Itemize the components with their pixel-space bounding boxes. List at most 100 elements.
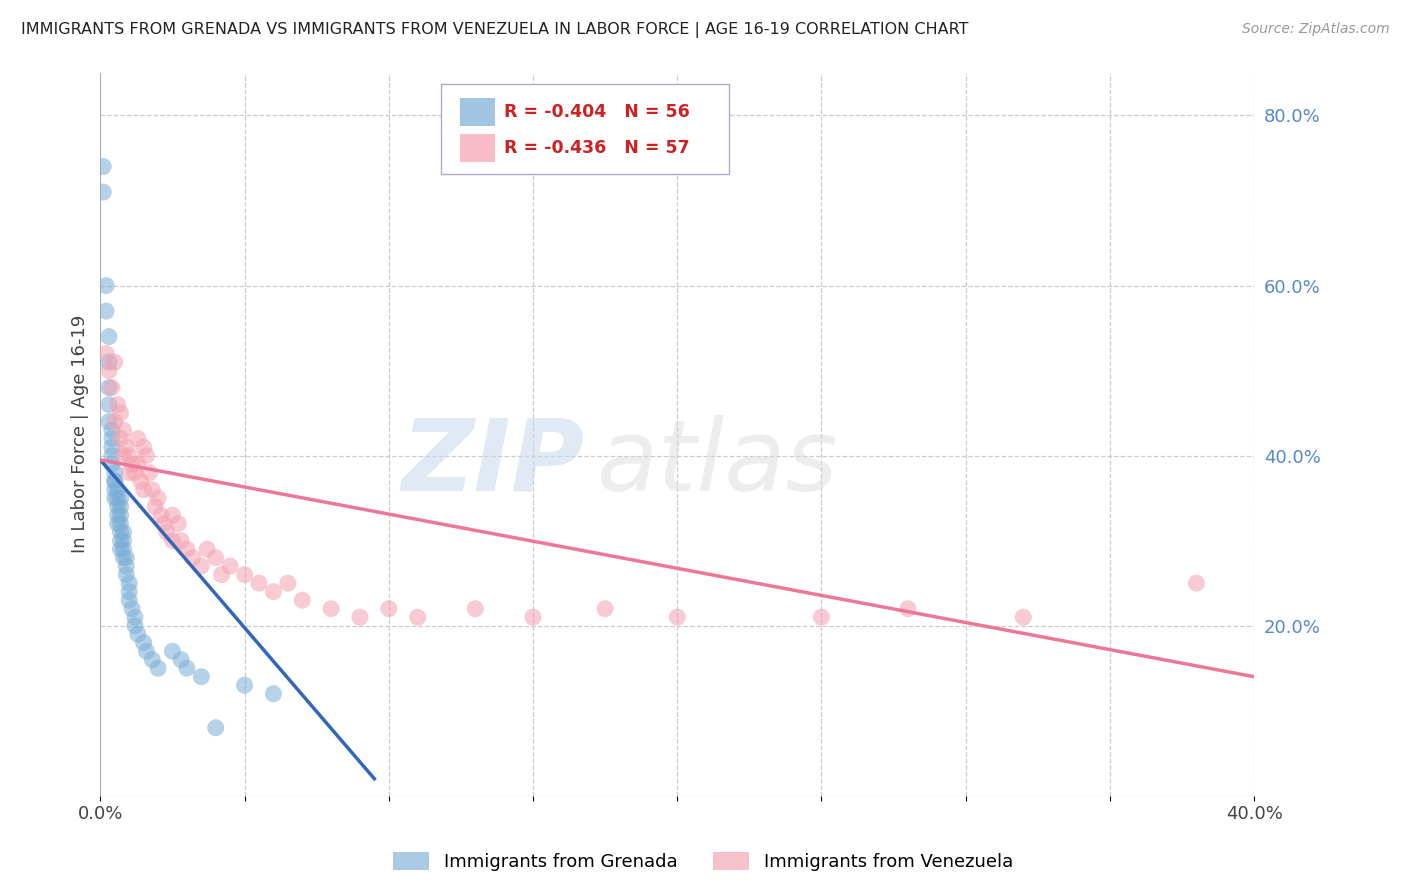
Point	[101, 432, 124, 446]
Point	[98, 381, 121, 395]
Point	[181, 550, 204, 565]
Point	[107, 483, 129, 497]
Point	[94, 278, 117, 293]
Point	[349, 610, 371, 624]
Point	[141, 483, 163, 497]
Point	[170, 653, 193, 667]
Text: ZIP: ZIP	[402, 415, 585, 512]
Point	[110, 406, 132, 420]
Point	[522, 610, 544, 624]
Text: IMMIGRANTS FROM GRENADA VS IMMIGRANTS FROM VENEZUELA IN LABOR FORCE | AGE 16-19 : IMMIGRANTS FROM GRENADA VS IMMIGRANTS FR…	[21, 22, 969, 38]
Point	[104, 415, 127, 429]
Point	[406, 610, 429, 624]
Point	[101, 449, 124, 463]
Point	[195, 542, 218, 557]
Point	[98, 398, 121, 412]
Point	[110, 525, 132, 540]
Point	[176, 542, 198, 557]
Point	[118, 584, 141, 599]
Point	[277, 576, 299, 591]
Point	[112, 449, 135, 463]
Legend: Immigrants from Grenada, Immigrants from Venezuela: Immigrants from Grenada, Immigrants from…	[385, 845, 1021, 879]
Point	[162, 644, 184, 658]
Point	[101, 440, 124, 454]
Point	[98, 329, 121, 343]
Point	[167, 516, 190, 531]
Point	[464, 601, 486, 615]
Point	[107, 398, 129, 412]
Point	[98, 355, 121, 369]
Point	[170, 533, 193, 548]
Point	[110, 500, 132, 514]
Point	[112, 533, 135, 548]
Point	[135, 644, 157, 658]
Point	[153, 516, 176, 531]
Point	[149, 508, 172, 523]
Point	[115, 440, 138, 454]
Point	[107, 516, 129, 531]
Point	[118, 466, 141, 480]
Point	[98, 363, 121, 377]
Point	[101, 423, 124, 437]
Point	[121, 601, 143, 615]
Point	[124, 610, 146, 624]
Point	[110, 533, 132, 548]
Point	[121, 457, 143, 471]
Point	[112, 550, 135, 565]
Point	[143, 500, 166, 514]
Point	[262, 687, 284, 701]
Point	[112, 423, 135, 437]
Point	[319, 601, 342, 615]
Text: R = -0.436   N = 57: R = -0.436 N = 57	[505, 139, 690, 157]
Point	[115, 567, 138, 582]
Point	[112, 542, 135, 557]
Point	[118, 449, 141, 463]
Text: Source: ZipAtlas.com: Source: ZipAtlas.com	[1241, 22, 1389, 37]
Point	[146, 661, 169, 675]
Text: atlas: atlas	[596, 415, 838, 512]
Point	[115, 550, 138, 565]
Text: R = -0.404   N = 56: R = -0.404 N = 56	[505, 103, 690, 121]
Point	[204, 721, 226, 735]
Point	[104, 483, 127, 497]
Point	[124, 618, 146, 632]
Point	[115, 559, 138, 574]
Point	[810, 610, 832, 624]
Point	[291, 593, 314, 607]
Point	[110, 508, 132, 523]
Point	[94, 304, 117, 318]
Point	[132, 483, 155, 497]
Point	[156, 525, 179, 540]
Point	[104, 474, 127, 488]
Point	[129, 474, 152, 488]
Point	[141, 653, 163, 667]
Point	[101, 381, 124, 395]
Point	[98, 415, 121, 429]
Point	[1012, 610, 1035, 624]
FancyBboxPatch shape	[440, 84, 730, 174]
Point	[124, 466, 146, 480]
Point	[104, 474, 127, 488]
Point	[110, 491, 132, 505]
Point	[1185, 576, 1208, 591]
Point	[666, 610, 689, 624]
Point	[127, 627, 149, 641]
Point	[127, 457, 149, 471]
Point	[94, 346, 117, 360]
Point	[593, 601, 616, 615]
Point	[101, 457, 124, 471]
Point	[233, 567, 256, 582]
Point	[190, 559, 212, 574]
Point	[219, 559, 242, 574]
Point	[262, 584, 284, 599]
Point	[107, 491, 129, 505]
Point	[91, 185, 114, 199]
Y-axis label: In Labor Force | Age 16-19: In Labor Force | Age 16-19	[72, 315, 89, 554]
Point	[190, 670, 212, 684]
Point	[110, 542, 132, 557]
Point	[118, 576, 141, 591]
Point	[107, 500, 129, 514]
Point	[104, 466, 127, 480]
Point	[110, 432, 132, 446]
Point	[91, 160, 114, 174]
